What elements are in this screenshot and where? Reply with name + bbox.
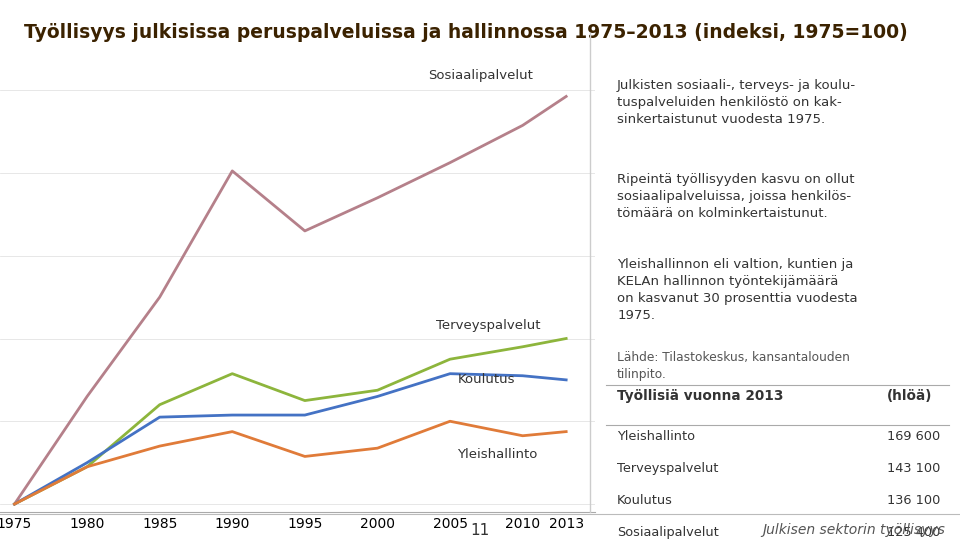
Text: Lähde: Tilastokeskus, kansantalouden
tilinpito.: Lähde: Tilastokeskus, kansantalouden til…	[617, 352, 850, 382]
Text: Ripeintä työllisyyden kasvu on ollut
sosiaalipalveluissa, joissa henkilös-
tömää: Ripeintä työllisyyden kasvu on ollut sos…	[617, 173, 854, 220]
Text: Julkisen sektorin työllisyys: Julkisen sektorin työllisyys	[763, 523, 946, 537]
Text: 11: 11	[470, 523, 490, 538]
Text: Yleishallinto: Yleishallinto	[617, 429, 695, 443]
Text: (hlöä): (hlöä)	[887, 389, 932, 403]
Text: Sosiaalipalvelut: Sosiaalipalvelut	[428, 69, 533, 82]
Text: Työllisiä vuonna 2013: Työllisiä vuonna 2013	[617, 389, 783, 403]
Text: 169 600: 169 600	[887, 429, 940, 443]
Text: 143 100: 143 100	[887, 462, 941, 475]
Text: Terveyspalvelut: Terveyspalvelut	[617, 462, 718, 475]
Text: Koulutus: Koulutus	[617, 494, 673, 507]
Text: Sosiaalipalvelut: Sosiaalipalvelut	[617, 526, 719, 539]
Text: Työllisyys julkisissa peruspalveluissa ja hallinnossa 1975–2013 (indeksi, 1975=1: Työllisyys julkisissa peruspalveluissa j…	[24, 23, 908, 42]
Text: 136 100: 136 100	[887, 494, 941, 507]
Text: Yleishallinto: Yleishallinto	[457, 447, 538, 461]
Text: Terveyspalvelut: Terveyspalvelut	[436, 319, 540, 332]
Text: Koulutus: Koulutus	[457, 373, 515, 386]
Text: Julkisten sosiaali-, terveys- ja koulu-
tuspalveluiden henkilöstö on kak-
sinker: Julkisten sosiaali-, terveys- ja koulu- …	[617, 79, 856, 126]
Text: 125 400: 125 400	[887, 526, 941, 539]
Text: Yleishallinnon eli valtion, kuntien ja
KELAn hallinnon työntekijämäärä
on kasvan: Yleishallinnon eli valtion, kuntien ja K…	[617, 258, 857, 322]
